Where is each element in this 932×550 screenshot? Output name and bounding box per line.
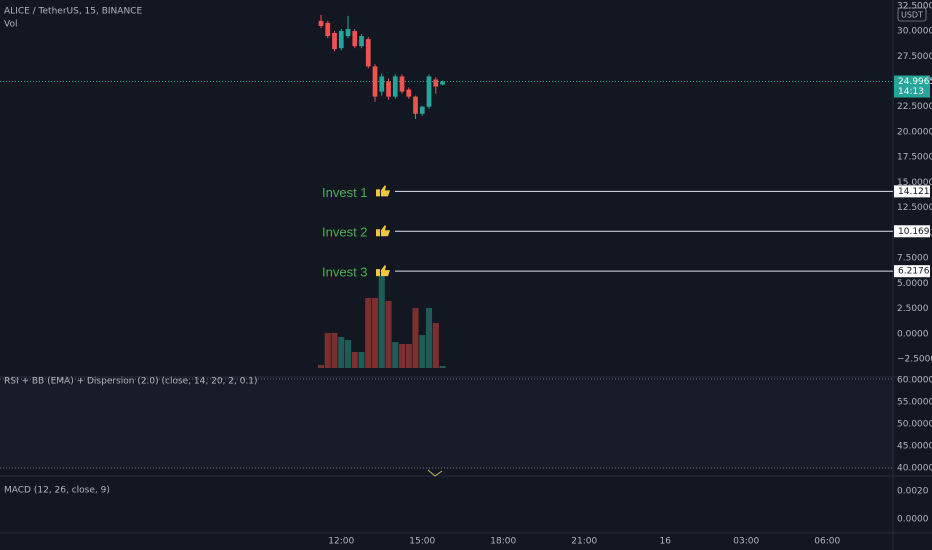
y-tick-label: 60.0000 (897, 375, 932, 385)
volume-bar (412, 308, 419, 368)
y-tick-label: 2.5000 (897, 304, 929, 314)
y-tick-label: 5.0000 (897, 279, 929, 289)
candle-body (352, 31, 358, 47)
y-tick-label: 45.0000 (897, 442, 932, 452)
thumbs-up-icon (376, 185, 390, 197)
y-tick-label: 27.5000 (897, 52, 932, 62)
candle-body (379, 76, 385, 92)
y-tick-label: 12.5000 (897, 203, 932, 213)
y-tick-label: 0.0000 (897, 515, 929, 525)
candle-body (426, 76, 432, 107)
volume-bar (358, 352, 365, 368)
x-tick-label: 18:00 (490, 537, 516, 547)
volume-bar (365, 298, 372, 368)
rsi-title: RSI + BB (EMA) + Dispersion (2.0) (close… (4, 377, 258, 387)
candle-body (325, 22, 331, 37)
candle-body (406, 89, 412, 97)
candle-body (372, 66, 378, 97)
volume-bar (392, 342, 399, 368)
level-value: 6.2176 (898, 267, 930, 277)
level-badge (894, 265, 930, 278)
candle-body (440, 81, 445, 85)
level-value: 10.1696 (898, 227, 932, 237)
y-tick-label: −2.5000 (897, 355, 932, 365)
y-tick-label: 55.0000 (897, 397, 932, 407)
rsi-pane-bg (0, 379, 893, 469)
candle-body (332, 33, 337, 50)
level-label: Invest 3 (322, 265, 368, 280)
y-tick-label: 17.5000 (897, 153, 932, 163)
volume-bar (378, 276, 385, 368)
y-tick-label: 7.5000 (897, 254, 929, 264)
volume-bar (405, 344, 412, 368)
macd-title: MACD (12, 26, close, 9) (4, 486, 110, 496)
level-badge (894, 225, 930, 238)
y-tick-label: 40.0000 (897, 464, 932, 474)
y-tick-label: 15.0000 (897, 178, 932, 188)
volume-bar (385, 301, 392, 368)
chart-title: ALICE / TetherUS, 15, BINANCE (4, 7, 142, 17)
rsi-signal (427, 469, 443, 477)
candle-body (359, 36, 364, 47)
level-label: Invest 1 (322, 185, 368, 200)
y-tick-label: 50.0000 (897, 420, 932, 430)
volume-bar (419, 335, 426, 368)
countdown-label: 14:13 (898, 87, 924, 97)
last-price-label: 24.9965 (898, 77, 932, 87)
y-tick-label: 30.0000 (897, 27, 932, 37)
volume-label: Vol (4, 20, 17, 30)
volume-bar (351, 352, 358, 368)
volume-bar (371, 298, 379, 368)
candle-body (365, 39, 371, 67)
volume-bar (398, 344, 406, 368)
y-tick-label: 32.5000 (897, 1, 932, 11)
level-badge (894, 185, 930, 198)
thumbs-up-icon (376, 265, 390, 277)
y-tick-label: 0.0000 (897, 329, 929, 339)
candle-body (413, 96, 418, 114)
thumbs-up-icon (376, 225, 390, 237)
candle-body (433, 79, 439, 87)
level-value: 14.1216 (898, 187, 932, 197)
y-tick-label: 22.5000 (897, 102, 932, 112)
volume-bar (425, 308, 433, 368)
candle-body (419, 106, 425, 114)
volume-bar (317, 365, 325, 368)
x-tick-label: 03:00 (733, 537, 759, 547)
candle-body (345, 28, 351, 37)
volume-bar (331, 333, 338, 368)
volume-bar (439, 366, 446, 368)
volume-bar (344, 340, 352, 368)
y-tick-label: 20.0000 (897, 127, 932, 137)
volume-bar (324, 333, 331, 368)
currency-badge (897, 7, 927, 22)
volume-bar (338, 337, 345, 368)
candle-body (338, 31, 344, 49)
last-price-badge (894, 75, 930, 98)
level-label: Invest 2 (322, 225, 368, 240)
x-tick-label: 16 (660, 537, 672, 547)
candle-body (318, 20, 324, 26)
x-tick-label: 06:00 (814, 537, 840, 547)
candle-body (386, 81, 391, 97)
candle-body (399, 76, 405, 92)
candle-body (392, 76, 398, 97)
x-tick-label: 21:00 (571, 537, 597, 547)
currency-label: USDT (901, 11, 923, 20)
volume-bar (432, 323, 439, 368)
y-tick-label: 0.0020 (897, 487, 929, 497)
x-tick-label: 15:00 (409, 537, 435, 547)
x-tick-label: 12:00 (328, 537, 354, 547)
